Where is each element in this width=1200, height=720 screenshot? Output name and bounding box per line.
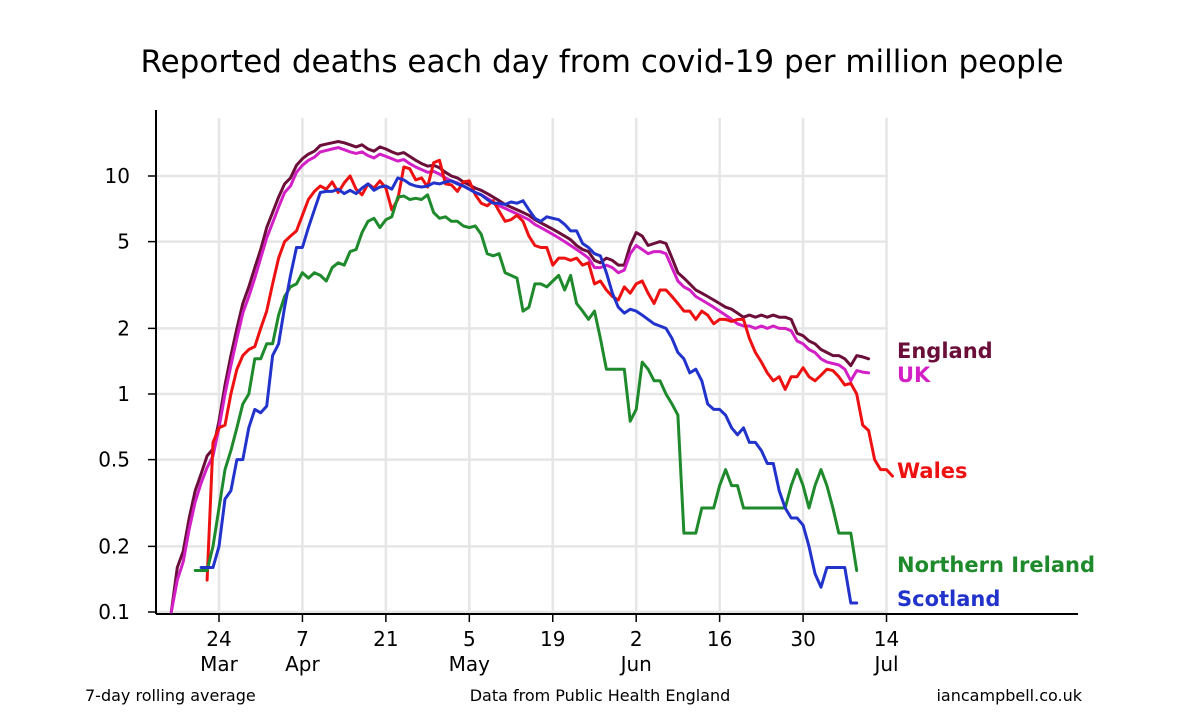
x-tick-day-label: 24 (206, 627, 231, 651)
x-tick-month-label: Mar (200, 652, 239, 676)
series-label-wales: Wales (897, 459, 968, 483)
series-label-uk: UK (897, 363, 931, 387)
series-line-uk (169, 146, 871, 614)
series-label-scotland: Scotland (897, 587, 1000, 611)
x-tick-month-label: Jul (872, 652, 898, 676)
footer-credit: iancampbell.co.uk (936, 686, 1082, 705)
grid-layer (156, 118, 888, 614)
x-tick-day-label: 7 (296, 627, 309, 651)
series-line-scotland (199, 176, 859, 605)
y-tick-label: 2 (117, 316, 130, 340)
x-tick-day-label: 5 (463, 627, 476, 651)
series-line-england (169, 140, 871, 614)
x-tick-day-label: 19 (540, 627, 565, 651)
series-line-northern-ireland (193, 193, 859, 572)
chart-title: Reported deaths each day from covid-19 p… (140, 44, 1063, 80)
footer-source-note: Data from Public Health England (470, 686, 731, 705)
x-tick-month-label: May (449, 652, 491, 676)
series-label-england: England (897, 339, 993, 363)
footer-left-note: 7-day rolling average (85, 686, 256, 705)
series-lines (169, 140, 894, 614)
y-tick-label: 1 (117, 382, 130, 406)
series-line-wales (205, 158, 894, 582)
y-tick-label: 0.1 (98, 600, 130, 624)
y-tick-label: 0.2 (98, 534, 130, 558)
y-tick-label: 0.5 (98, 448, 130, 472)
y-tick-label: 5 (117, 230, 130, 254)
series-label-northern-ireland: Northern Ireland (897, 553, 1095, 577)
x-tick-day-label: 21 (373, 627, 398, 651)
x-tick-day-label: 16 (707, 627, 732, 651)
x-tick-day-label: 14 (874, 627, 899, 651)
x-tick-month-label: Jun (619, 652, 652, 676)
x-tick-day-label: 30 (790, 627, 815, 651)
y-tick-label: 10 (105, 164, 130, 188)
x-tick-month-label: Apr (285, 652, 320, 676)
x-tick-day-label: 2 (630, 627, 643, 651)
